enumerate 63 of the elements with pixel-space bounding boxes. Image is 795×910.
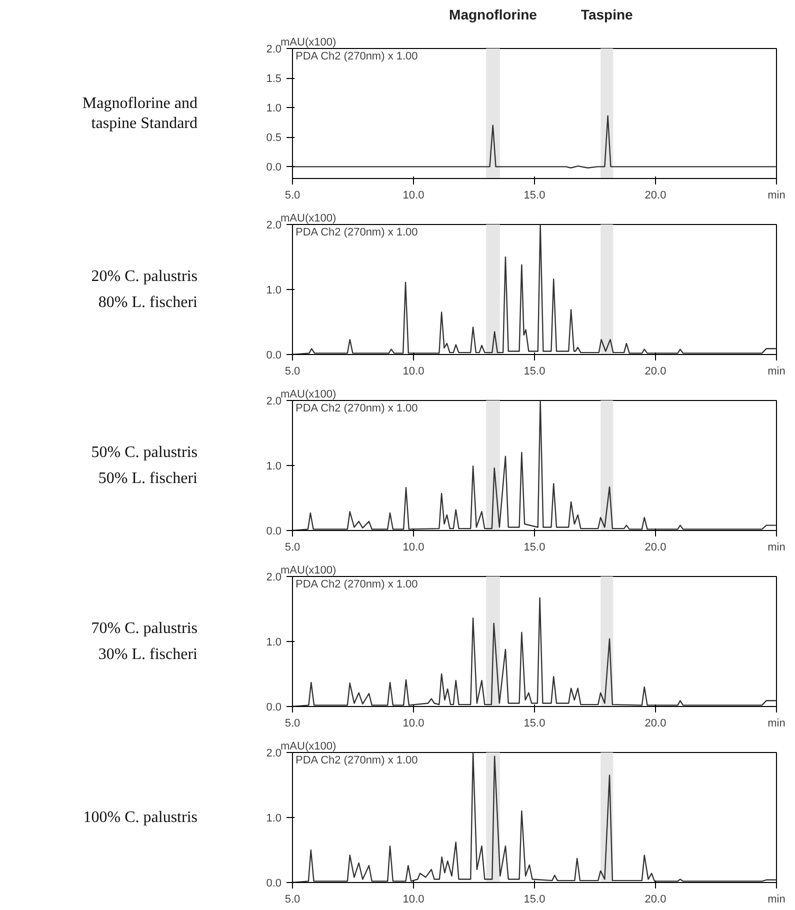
x-tick-label: 20.0: [644, 190, 666, 202]
x-tick-label: 10.0: [402, 894, 424, 906]
y-axis-title: mAU(x100): [280, 212, 336, 224]
y-tick-label: 0.0: [266, 526, 282, 538]
x-tick-label: 15.0: [524, 718, 546, 730]
x-tick-label: 10.0: [402, 718, 424, 730]
text: 20% C. palustris: [91, 268, 198, 285]
x-tick-label: 20.0: [644, 366, 666, 378]
x-tick-label: 15.0: [524, 542, 546, 554]
y-axis-title: mAU(x100): [280, 740, 336, 752]
y-tick-label: 0.0: [266, 350, 282, 362]
annotation: PDA Ch2 (270nm) x 1.00: [296, 578, 418, 590]
y-tick-label: 1.0: [266, 102, 282, 115]
x-tick-label: 5.0: [284, 542, 300, 554]
band-label: Magnoflorine: [449, 6, 538, 22]
text: 80% L. fischeri: [98, 294, 198, 311]
y-tick-label: 2.0: [266, 572, 282, 584]
annotation: PDA Ch2 (270nm) x 1.00: [296, 402, 418, 414]
y-tick-label: 2.0: [266, 44, 282, 56]
y-axis-title: mAU(x100): [280, 36, 336, 48]
x-tick-label: 20.0: [644, 718, 666, 730]
x-tick-label: 10.0: [402, 542, 424, 554]
x-tick-label: 5.0: [284, 718, 300, 730]
y-tick-label: 0.0: [266, 878, 282, 890]
y-tick-label: 0.0: [266, 702, 282, 714]
x-tick-label: 15.0: [524, 366, 546, 378]
x-tick-label: 15.0: [524, 894, 546, 906]
band-label: Taspine: [580, 6, 634, 22]
x-tick-label: min: [768, 718, 786, 730]
y-tick-label: 1.5: [266, 73, 282, 86]
y-tick-label: 1.0: [266, 284, 282, 296]
annotation: PDA Ch2 (270nm) x 1.00: [296, 50, 418, 62]
x-tick-label: min: [768, 366, 786, 378]
y-tick-label: 0.5: [266, 132, 282, 144]
y-tick-label: 2.0: [266, 220, 282, 232]
y-tick-label: 2.0: [266, 396, 282, 408]
x-tick-label: 5.0: [284, 894, 300, 906]
x-tick-label: 10.0: [402, 366, 424, 378]
y-axis-title: mAU(x100): [280, 388, 336, 400]
x-tick-label: 10.0: [402, 190, 424, 202]
line-series: [292, 115, 776, 168]
x-tick-label: min: [768, 542, 786, 554]
text: 30% L. fischeri: [98, 646, 198, 663]
x-tick-label: 15.0: [524, 190, 546, 202]
text: Magnoflorine and taspine Standard: [82, 94, 198, 132]
annotation: PDA Ch2 (270nm) x 1.00: [296, 226, 418, 238]
text: 100% C. palustris: [83, 809, 198, 826]
x-tick-label: 5.0: [284, 366, 300, 378]
y-axis-title: mAU(x100): [280, 564, 336, 576]
x-tick-label: 20.0: [644, 894, 666, 906]
y-tick-label: 1.0: [266, 812, 282, 824]
y-tick-label: 1.0: [266, 460, 282, 472]
text: 70% C. palustris: [91, 620, 198, 637]
x-tick-label: min: [768, 190, 786, 202]
x-tick-label: 5.0: [284, 190, 300, 202]
x-tick-label: min: [768, 894, 786, 906]
y-tick-label: 2.0: [266, 748, 282, 760]
text: 50% C. palustris: [91, 444, 198, 461]
text: 50% L. fischeri: [98, 470, 198, 487]
annotation: PDA Ch2 (270nm) x 1.00: [296, 754, 418, 766]
x-tick-label: 20.0: [644, 542, 666, 554]
y-tick-label: 1.0: [266, 636, 282, 648]
y-tick-label: 0.0: [266, 162, 282, 174]
